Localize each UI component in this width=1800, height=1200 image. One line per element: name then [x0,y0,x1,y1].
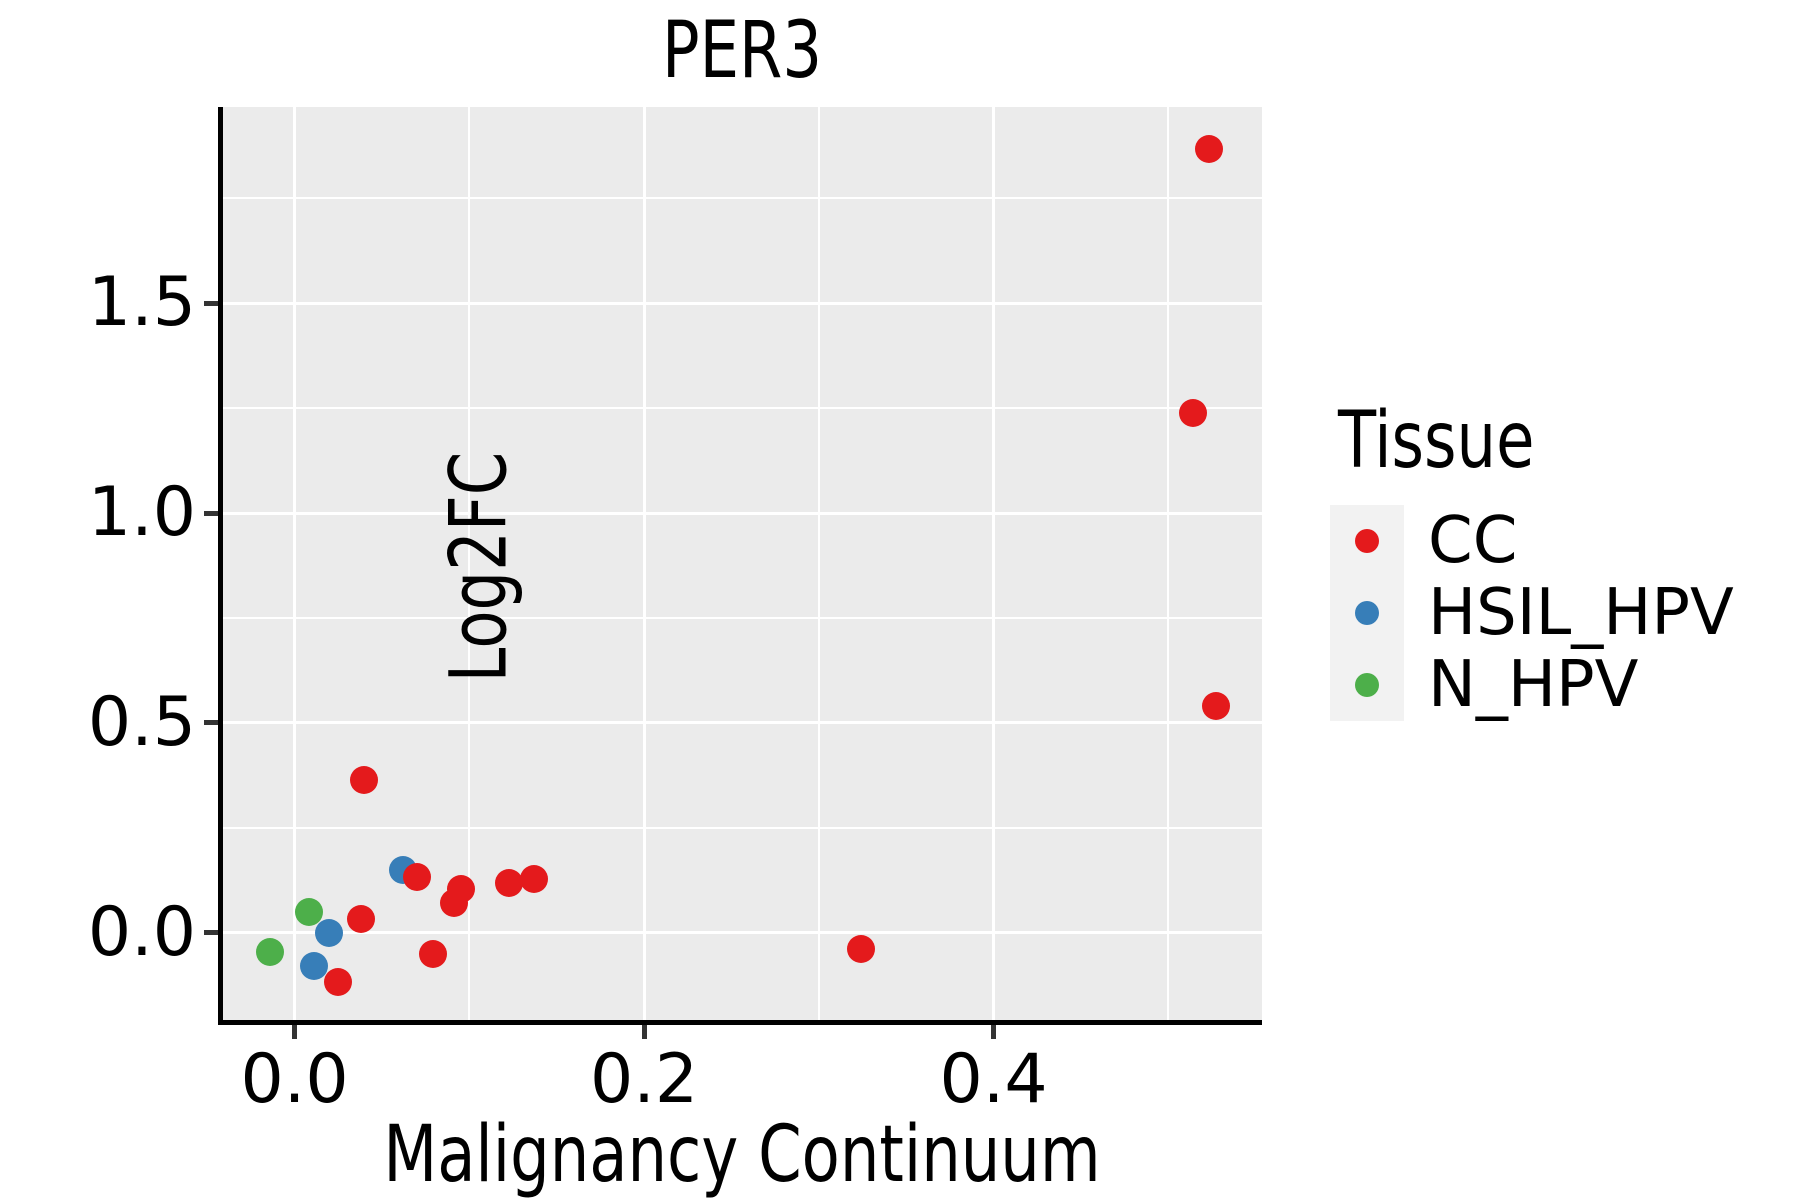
legend-item-cc: CC [1330,505,1650,577]
y-tick-mark [204,300,218,306]
x-tick-label: 0.2 [589,1040,699,1119]
legend-item-n_hpv: N_HPV [1330,649,1650,721]
y-tick-label: 0.0 [87,892,196,972]
scatter-point-n_hpv [256,937,285,966]
scatter-point-hsil_hpv [315,918,344,947]
scatter-point-cc [1178,399,1207,428]
x-minor-gridline [468,107,471,1020]
y-tick-mark [204,510,218,516]
legend-dot-hsil_hpv [1355,601,1379,625]
plot-panel [222,107,1262,1020]
scatter-point-cc [846,935,875,964]
y-axis-spine [218,107,223,1025]
y-major-gridline [222,931,1262,934]
scatter-point-cc [402,862,431,891]
legend-label: HSIL_HPV [1428,576,1734,650]
scatter-point-n_hpv [294,897,323,926]
legend-item-hsil_hpv: HSIL_HPV [1330,577,1734,649]
x-tick-mark [991,1025,997,1039]
x-minor-gridline [817,107,820,1020]
scatter-point-cc [324,968,353,997]
x-minor-gridline [1167,107,1170,1020]
y-tick-mark [204,720,218,726]
y-tick-label: 1.5 [87,263,196,343]
y-major-gridline [222,721,1262,725]
x-tick-mark [292,1025,298,1039]
plot-title: PER3 [661,6,823,96]
y-tick-mark [204,930,218,935]
x-axis-spine [218,1020,1262,1025]
x-major-gridline [642,107,646,1020]
y-minor-gridline [222,407,1262,410]
y-minor-gridline [222,826,1262,829]
scatter-point-cc [418,939,447,968]
y-tick-label: 0.5 [87,682,196,762]
x-tick-mark [641,1025,647,1039]
x-major-gridline [293,107,297,1020]
legend-label: CC [1428,504,1518,578]
legend-label: N_HPV [1428,648,1639,722]
scatter-point-cc [350,765,379,794]
y-minor-gridline [222,197,1262,200]
scatter-point-cc [446,875,475,904]
scatter-point-cc [495,869,524,898]
y-minor-gridline [222,616,1262,619]
legend-title: Tissue [1338,396,1535,486]
y-major-gridline [222,511,1262,515]
x-major-gridline [992,107,996,1020]
y-tick-label: 1.0 [87,473,196,553]
scatter-point-cc [519,864,548,893]
x-tick-label: 0.4 [939,1040,1048,1119]
legend-dot-cc [1355,529,1379,553]
y-axis-title: Log2FC [434,451,525,683]
scatter-point-cc [1201,691,1230,720]
y-major-gridline [222,301,1262,305]
scatter-point-hsil_hpv [299,952,328,981]
x-tick-label: 0.0 [240,1040,349,1119]
x-axis-title: Malignancy Continuum [383,1110,1101,1200]
scatter-point-cc [346,905,375,934]
scatter-point-cc [1194,134,1223,163]
legend-dot-n_hpv [1355,673,1379,697]
